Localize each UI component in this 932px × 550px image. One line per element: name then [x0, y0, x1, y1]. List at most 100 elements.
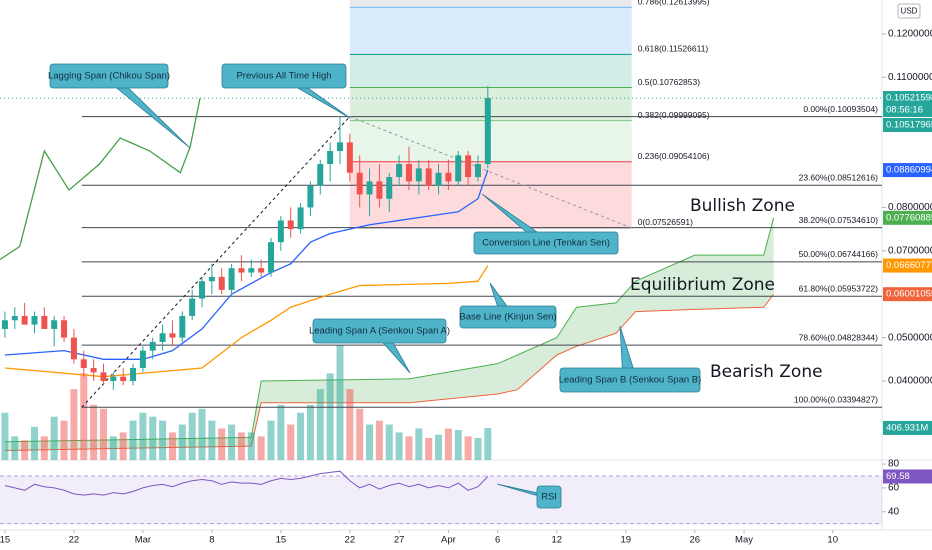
x-tick-label: 8 — [209, 535, 214, 546]
callout-box — [312, 318, 447, 344]
x-tick-label: Apr — [441, 535, 456, 546]
candle-body — [51, 320, 58, 329]
fib-level-label: 0.5(0.10762853) — [638, 77, 701, 87]
callout-box — [221, 63, 347, 89]
candle-body — [356, 172, 363, 195]
fib-line-label: 50.00%(0.06744166) — [799, 249, 879, 259]
callout-box — [459, 305, 557, 329]
candle-body — [317, 164, 324, 186]
volume-bar — [336, 345, 344, 460]
candle-body — [31, 315, 38, 325]
volume-bar — [159, 420, 167, 460]
y-tick-label: 0.04000000 — [888, 376, 932, 387]
candle-body — [179, 315, 186, 338]
rsi-tag — [883, 469, 932, 484]
candle-body — [61, 320, 68, 338]
candle-body — [149, 341, 156, 351]
price-tag — [883, 210, 932, 225]
callout: Leading Span B (Senkou Span B) — [559, 325, 701, 393]
volume-bar — [375, 420, 383, 460]
callout-text: Base Line (Kinjun Sen) — [459, 312, 556, 323]
fib-level-label: 0.618(0.11526611) — [638, 44, 709, 54]
callout: Lagging Span (Chikou Span) — [48, 63, 191, 149]
volume-bar — [287, 424, 295, 460]
base-line — [4, 265, 489, 378]
y-tick-label: 0.07000000 — [888, 245, 932, 256]
fib-line-label: 38.20%(0.07534610) — [799, 215, 879, 225]
candle-body — [199, 281, 206, 299]
price-tag-label: 0.06001055 — [886, 289, 932, 300]
fib-line-label: 100.00%(0.03394827) — [794, 395, 878, 405]
x-tick-label: 22 — [69, 535, 80, 546]
volume-bar — [21, 440, 29, 460]
volume-bar — [178, 424, 186, 460]
x-tick-label: 12 — [552, 535, 563, 546]
volume-bar — [40, 436, 48, 460]
fib-line-label: 61.80%(0.05953722) — [799, 283, 879, 293]
candle-body — [90, 368, 97, 373]
volume-bar — [109, 436, 117, 460]
candle-body — [21, 315, 28, 325]
volume-bar — [474, 437, 482, 460]
volume-bar — [139, 412, 147, 460]
candle-body — [474, 164, 481, 178]
rsi-line — [4, 470, 489, 496]
volume-bar — [356, 408, 364, 460]
volume-bar — [454, 430, 462, 460]
retrace-line — [349, 116, 632, 229]
callout: Base Line (Kinjun Sen) — [459, 282, 557, 329]
x-tick-label: 10 — [827, 535, 838, 546]
volume-bar — [444, 428, 452, 460]
candle-body — [405, 164, 412, 182]
candle-body — [386, 177, 393, 199]
price-tag-label: 0.10517965 — [886, 120, 932, 131]
candle-body — [41, 315, 48, 329]
zone-label: Equilibrium Zone — [630, 275, 775, 295]
rsi-tick-label: 40 — [888, 506, 900, 517]
fib-zone — [349, 54, 632, 88]
x-tick-label: 22 — [345, 535, 356, 546]
volume-bar — [277, 404, 285, 460]
volume-bar — [306, 404, 314, 460]
lagging-span — [0, 97, 201, 261]
volume-bar — [405, 436, 413, 460]
volume-bar — [119, 432, 127, 460]
candle-body — [130, 368, 137, 382]
volume-bar — [50, 416, 58, 460]
candle-body — [366, 181, 373, 195]
volume-bar — [70, 389, 78, 460]
currency-box[interactable] — [897, 3, 921, 19]
candle-body — [415, 168, 422, 182]
candle-body — [465, 155, 472, 178]
x-tick-label: 15 — [0, 535, 10, 546]
conversion-line — [4, 169, 489, 360]
price-tag — [883, 258, 932, 273]
leading-span-a — [4, 217, 775, 443]
callout-text: Leading Span A (Senkou Span A) — [309, 326, 450, 337]
candle-body — [376, 181, 383, 199]
callout-box — [473, 231, 619, 255]
volume-bar — [316, 389, 324, 460]
volume-bar — [237, 432, 245, 460]
x-tick-label: 15 — [276, 535, 287, 546]
candle-body — [11, 315, 18, 321]
candle-body — [139, 350, 146, 368]
volume-bar — [297, 412, 305, 460]
currency: USD — [901, 7, 918, 16]
callout-box — [559, 367, 701, 393]
volume-bar — [168, 432, 176, 460]
volume-bar — [366, 424, 374, 460]
volume-bar — [99, 408, 107, 460]
candle-body — [238, 268, 245, 273]
price-tag — [883, 287, 932, 302]
candle-body — [100, 372, 107, 382]
volume-bar — [30, 426, 38, 460]
candle-body — [248, 268, 255, 273]
fib-level-label: 0.236(0.09054106) — [638, 151, 710, 161]
volume-bar — [425, 437, 433, 460]
volume-bar — [346, 389, 354, 460]
x-tick-label: 27 — [394, 535, 405, 546]
x-tick-label: 19 — [620, 535, 631, 546]
